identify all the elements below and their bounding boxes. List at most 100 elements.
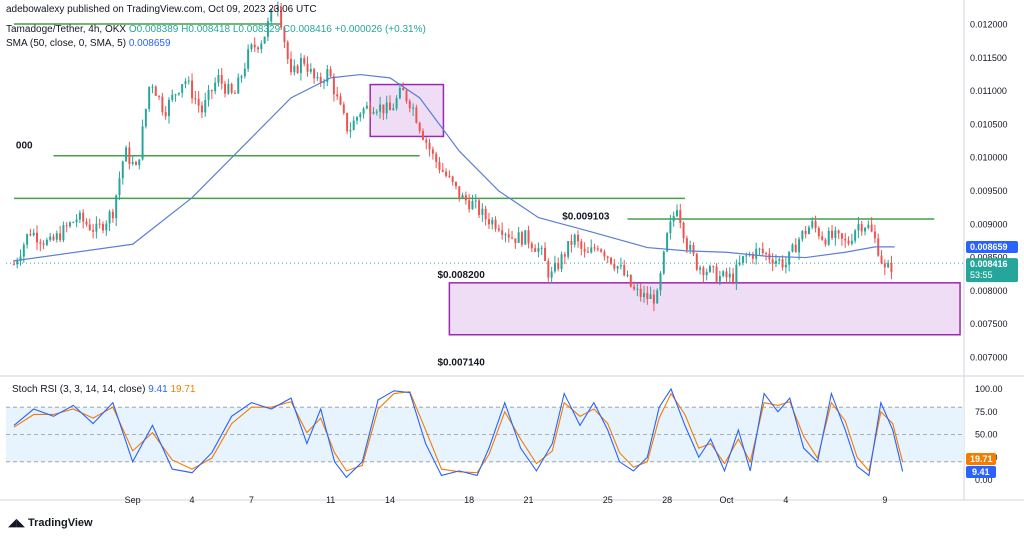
candle-body: [840, 233, 843, 239]
candle-body: [603, 251, 606, 257]
candle-body: [560, 254, 563, 269]
candle-body: [873, 231, 876, 239]
candle-body: [580, 241, 583, 249]
candle-body: [128, 147, 131, 164]
tradingview-logo[interactable]: ◢◣ TradingView: [8, 516, 93, 529]
candle-body: [191, 80, 194, 99]
candle-body: [735, 264, 738, 283]
candle-body: [563, 254, 566, 257]
candle-body: [491, 219, 494, 225]
price-axis-badge: [966, 258, 1018, 283]
candle-body: [237, 77, 240, 94]
candle-body: [454, 181, 457, 187]
candle-body: [547, 260, 550, 278]
candle-body: [741, 256, 744, 263]
candle-body: [666, 233, 669, 252]
candle-body: [158, 95, 161, 97]
candle-body: [705, 271, 708, 276]
candle-body: [537, 248, 540, 252]
time-tick-label: 4: [783, 495, 788, 505]
candle-body: [616, 266, 619, 269]
candle-body: [451, 176, 454, 182]
candle-body: [385, 102, 388, 114]
candle-body: [695, 253, 698, 270]
candle-body: [761, 248, 764, 254]
price-tick-label: 0.007500: [970, 319, 1008, 329]
candle-body: [369, 105, 372, 114]
sma-legend: SMA (50, close, 0, SMA, 5) 0.008659: [6, 38, 171, 49]
stoch-tick-label: 75.00: [975, 407, 998, 417]
candle-body: [421, 131, 424, 140]
candle-body: [708, 266, 711, 272]
candle-body: [138, 159, 141, 166]
candle-body: [692, 245, 695, 254]
candle-body: [415, 107, 418, 123]
candle-body: [266, 21, 269, 37]
candle-body: [448, 175, 451, 177]
candle-body: [200, 105, 203, 113]
candle-body: [214, 82, 217, 92]
candle-body: [732, 273, 735, 283]
candle-body: [346, 113, 349, 132]
symbol-name: Tamadoge/Tether, 4h, OKX: [6, 24, 127, 35]
candle-body: [36, 232, 38, 243]
candle-body: [712, 266, 715, 268]
candle-body: [253, 44, 256, 48]
price-annotation: $0.008200: [437, 270, 485, 281]
symbol-legend: Tamadoge/Tether, 4h, OKX O0.008389 H0.00…: [6, 24, 426, 35]
candle-body: [92, 229, 95, 232]
candle-body: [831, 230, 834, 238]
candle-body: [263, 36, 266, 44]
candle-body: [69, 222, 71, 227]
candle-body: [365, 105, 368, 109]
candle-body: [583, 248, 586, 252]
candle-body: [303, 57, 306, 64]
candle-body: [339, 96, 342, 105]
candle-body: [850, 240, 853, 244]
candle-body: [293, 65, 296, 73]
tradingview-brand: TradingView: [27, 517, 93, 529]
candle-body: [685, 238, 688, 250]
candle-body: [326, 69, 329, 82]
stoch-d-badge: [966, 453, 996, 465]
candle-body: [309, 68, 312, 72]
candle-body: [395, 98, 398, 109]
time-tick-label: Sep: [125, 495, 141, 505]
candle-body: [817, 228, 820, 237]
candle-body: [280, 7, 283, 28]
time-tick-label: 9: [882, 495, 887, 505]
candle-body: [95, 223, 98, 232]
time-tick-label: 28: [662, 495, 672, 505]
candle-body: [108, 211, 111, 224]
candle-body: [778, 259, 781, 261]
candle-body: [141, 126, 144, 160]
candle-body: [207, 90, 210, 101]
time-tick-label: 7: [249, 495, 254, 505]
candle-body: [474, 200, 477, 202]
candle-body: [781, 259, 784, 268]
candle-body: [329, 69, 332, 77]
time-tick-label: Oct: [719, 495, 734, 505]
candle-body: [682, 222, 685, 239]
candle-body: [867, 224, 870, 228]
price-annotation: 000: [16, 140, 33, 151]
candle-body: [672, 215, 675, 222]
candle-body: [497, 228, 500, 231]
stoch-tick-label: 0.00: [975, 475, 993, 485]
candle-body: [540, 247, 543, 249]
candle-body: [151, 86, 154, 88]
publisher-text: adebowalexy published on TradingView.com…: [6, 4, 317, 15]
candle-body: [148, 86, 151, 110]
candle-body: [184, 81, 187, 85]
candle-body: [613, 263, 616, 269]
candle-body: [412, 107, 415, 109]
candle-body: [573, 234, 576, 245]
candle-body: [210, 90, 213, 92]
candle-body: [837, 230, 840, 234]
candle-body: [286, 42, 289, 59]
candle-body: [567, 240, 570, 257]
candle-body: [679, 210, 682, 223]
candle-body: [534, 248, 537, 252]
sma-label: SMA (50, close, 0, SMA, 5): [6, 38, 127, 49]
